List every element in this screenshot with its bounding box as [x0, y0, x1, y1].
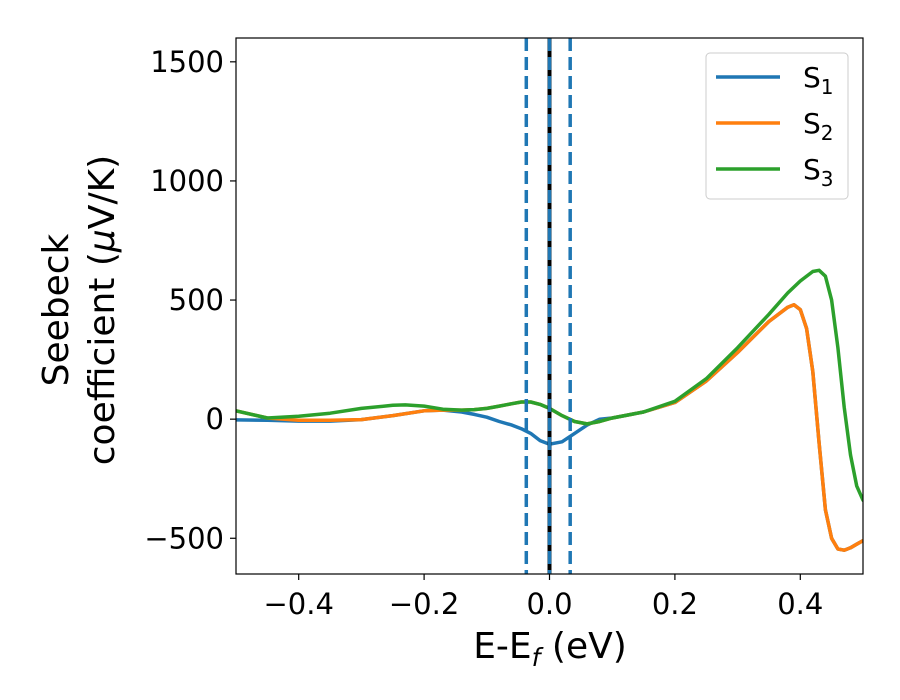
y-tick-label: 1500: [150, 45, 224, 79]
x-axis-label: E-Ef (eV): [473, 626, 627, 672]
vertical-reference-lines: [524, 38, 572, 574]
y-axis-label-line2: coefficient (μV/K): [82, 155, 123, 465]
x-tick-label: 0.2: [652, 587, 698, 621]
x-tick-label: −0.4: [263, 587, 333, 621]
y-tick-label: 0: [206, 402, 224, 436]
series-lines: [236, 268, 863, 552]
legend: S1 S2 S3: [705, 52, 849, 200]
y-axis-ticks: −500 0 500 1000 1500: [144, 45, 236, 555]
x-axis-label-unit: (eV): [540, 626, 626, 667]
series-line-s3: [236, 268, 863, 502]
x-tick-label: 0.4: [777, 587, 823, 621]
y-axis-label-mu: μ: [82, 229, 123, 253]
y-axis-label-unit: V/K): [82, 155, 123, 229]
x-tick-label: 0.0: [526, 587, 572, 621]
y-tick-label: 1000: [150, 164, 224, 198]
y-tick-label: −500: [144, 521, 224, 555]
x-axis-ticks: −0.4 −0.2 0.0 0.2 0.4: [263, 574, 823, 621]
legend-label-s1: S1: [803, 61, 834, 99]
legend-box: [705, 52, 849, 200]
y-axis-label: Seebeck coefficient (μV/K): [36, 155, 123, 465]
y-tick-label: 500: [169, 283, 224, 317]
legend-label-s2: S2: [803, 107, 834, 145]
x-tick-label: −0.2: [389, 587, 459, 621]
y-axis-label-line1: Seebeck: [36, 233, 77, 386]
legend-label-s3: S3: [803, 153, 834, 191]
